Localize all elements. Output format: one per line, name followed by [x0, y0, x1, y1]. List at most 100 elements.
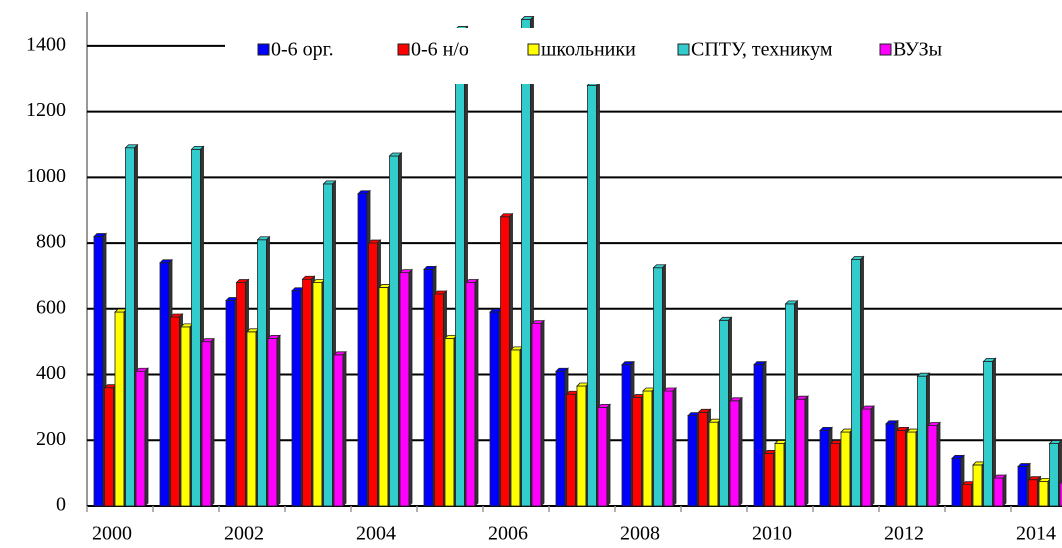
bar-front — [180, 326, 191, 507]
bar-front — [399, 272, 410, 507]
bar-side — [804, 395, 809, 507]
bar-front — [500, 216, 510, 507]
bar-front — [191, 148, 201, 507]
bar-front — [951, 457, 962, 507]
bar-side — [408, 268, 413, 507]
bar — [597, 403, 611, 507]
y-tick-label: 800 — [36, 231, 66, 253]
legend-label: 0-6 н/о — [411, 39, 469, 61]
bar-side — [144, 367, 149, 507]
bar — [267, 334, 281, 507]
bar-front — [642, 390, 653, 507]
bar-front — [785, 303, 795, 507]
bar — [927, 421, 941, 507]
x-tick-label: 2008 — [620, 523, 660, 545]
bar-front — [455, 29, 465, 507]
bar-front — [489, 311, 500, 507]
bar-front — [896, 430, 906, 507]
legend-swatch — [527, 43, 540, 56]
bar-front — [597, 406, 608, 507]
bar — [993, 474, 1007, 507]
bar-front — [729, 400, 740, 507]
x-tick-label: 2004 — [356, 523, 396, 545]
y-tick-label: 200 — [36, 428, 66, 450]
bar-front — [267, 337, 278, 507]
bar-front — [444, 337, 455, 507]
bar-front — [972, 464, 983, 507]
bar-side — [672, 387, 677, 507]
bar-side — [342, 350, 347, 507]
bar-front — [159, 262, 170, 507]
bar-front — [302, 278, 312, 507]
bar-front — [246, 331, 257, 507]
x-tick-label: 2002 — [224, 523, 264, 545]
bar-side — [474, 278, 479, 507]
bar-side — [1002, 474, 1007, 507]
bar-side — [210, 337, 215, 507]
bar-front — [1049, 443, 1059, 507]
bar-front — [753, 364, 764, 507]
bar-front — [851, 259, 861, 507]
bar-front — [333, 354, 344, 507]
legend-label: СПТУ, техникум — [691, 39, 833, 61]
bar-front — [840, 431, 851, 507]
legend-label: ВУЗы — [893, 39, 942, 61]
bar-front — [774, 443, 785, 507]
bar-front — [962, 484, 972, 507]
bar — [663, 387, 677, 507]
bar-front — [1038, 480, 1049, 507]
y-tick-label: 1000 — [26, 165, 66, 187]
bar-front — [465, 282, 476, 507]
bar-front — [698, 411, 708, 507]
bar-front — [819, 430, 830, 507]
bar — [982, 357, 997, 507]
y-tick-label: 0 — [56, 494, 66, 516]
legend-swatch — [257, 43, 270, 56]
bar-front — [632, 397, 642, 507]
bar-front — [906, 431, 917, 507]
bar-front — [927, 425, 938, 507]
bar-side — [276, 334, 281, 507]
bar-front — [423, 268, 434, 507]
bar-front — [663, 390, 674, 507]
legend-label: школьники — [541, 39, 636, 61]
bar-front — [1028, 479, 1038, 507]
bar-front — [114, 311, 125, 507]
bar-front — [257, 239, 267, 507]
bar-front — [764, 453, 774, 507]
bar-front — [531, 323, 542, 507]
bar — [465, 278, 479, 507]
bar-front — [368, 242, 378, 507]
bar-front — [861, 408, 872, 507]
bar-front — [917, 375, 927, 507]
bar-front — [587, 84, 597, 507]
bar-front — [621, 364, 632, 507]
bar-front — [830, 443, 840, 507]
bar — [951, 454, 965, 507]
bar-side — [738, 396, 743, 507]
bar-front — [225, 300, 236, 507]
bar-side — [936, 421, 941, 507]
bar-front — [687, 415, 698, 507]
legend-label: 0-6 орг. — [271, 39, 334, 61]
bar-front — [1059, 482, 1062, 507]
bar-front — [555, 370, 566, 507]
bar-front — [312, 282, 323, 507]
legend-swatch — [677, 43, 690, 56]
bar-side — [540, 319, 545, 507]
y-tick-label: 1200 — [26, 99, 66, 121]
bar-side — [870, 405, 875, 507]
x-tick-label: 2012 — [884, 523, 924, 545]
bar — [861, 405, 875, 507]
x-tick-label: 2006 — [488, 523, 528, 545]
bar — [399, 268, 413, 507]
bar-front — [125, 147, 135, 507]
y-tick-label: 400 — [36, 362, 66, 384]
bar-front — [521, 19, 531, 507]
bar — [729, 396, 743, 507]
bar-front — [708, 421, 719, 507]
y-tick-label: 600 — [36, 296, 66, 318]
y-tick-label: 1400 — [26, 33, 66, 55]
bar-front — [93, 236, 104, 507]
bar-front — [236, 282, 246, 507]
